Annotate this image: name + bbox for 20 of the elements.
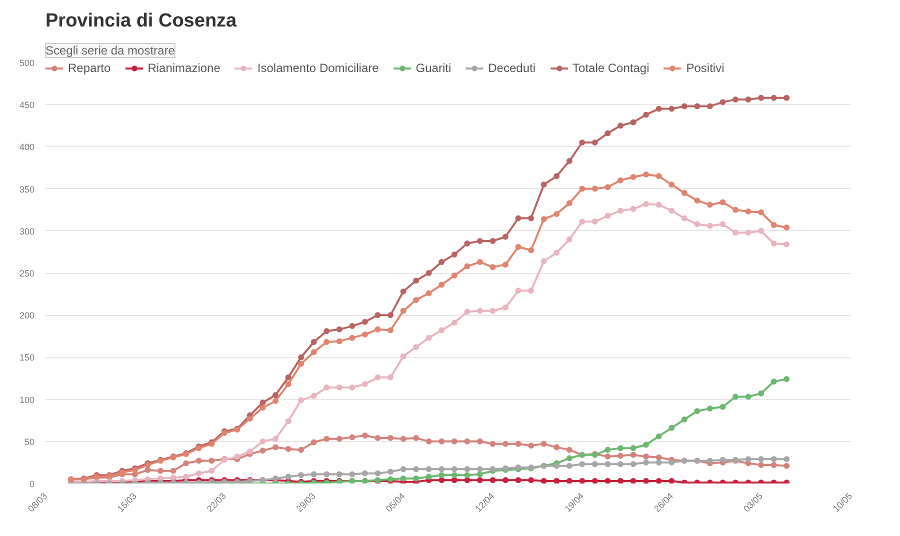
y-tick-label: 450 — [19, 100, 35, 110]
legend-label: Rianimazione — [148, 61, 220, 75]
y-tick-label: 500 — [19, 58, 35, 68]
y-tick-label: 200 — [19, 310, 35, 321]
y-tick-label: 50 — [24, 436, 35, 447]
y-tick-label: 400 — [19, 142, 35, 152]
y-tick-label: 250 — [19, 268, 35, 278]
chart-title: Provincia di Cosenza — [46, 10, 238, 32]
y-tick-label: 350 — [19, 184, 35, 194]
y-tick-label: 150 — [19, 352, 35, 363]
legend-label: Positivi — [686, 61, 724, 75]
legend-label: Guariti — [416, 61, 452, 75]
y-tick-label: 100 — [19, 394, 35, 405]
legend-label: Reparto — [68, 61, 111, 75]
legend-label: Isolamento Domiciliare — [257, 61, 379, 75]
y-tick-label: 300 — [19, 226, 35, 236]
legend-label: Totale Contagi — [572, 61, 650, 75]
legend-label: Deceduti — [488, 61, 536, 75]
text: Scegli serie da mostrare — [46, 44, 176, 58]
y-tick-label: 0 — [29, 479, 35, 489]
